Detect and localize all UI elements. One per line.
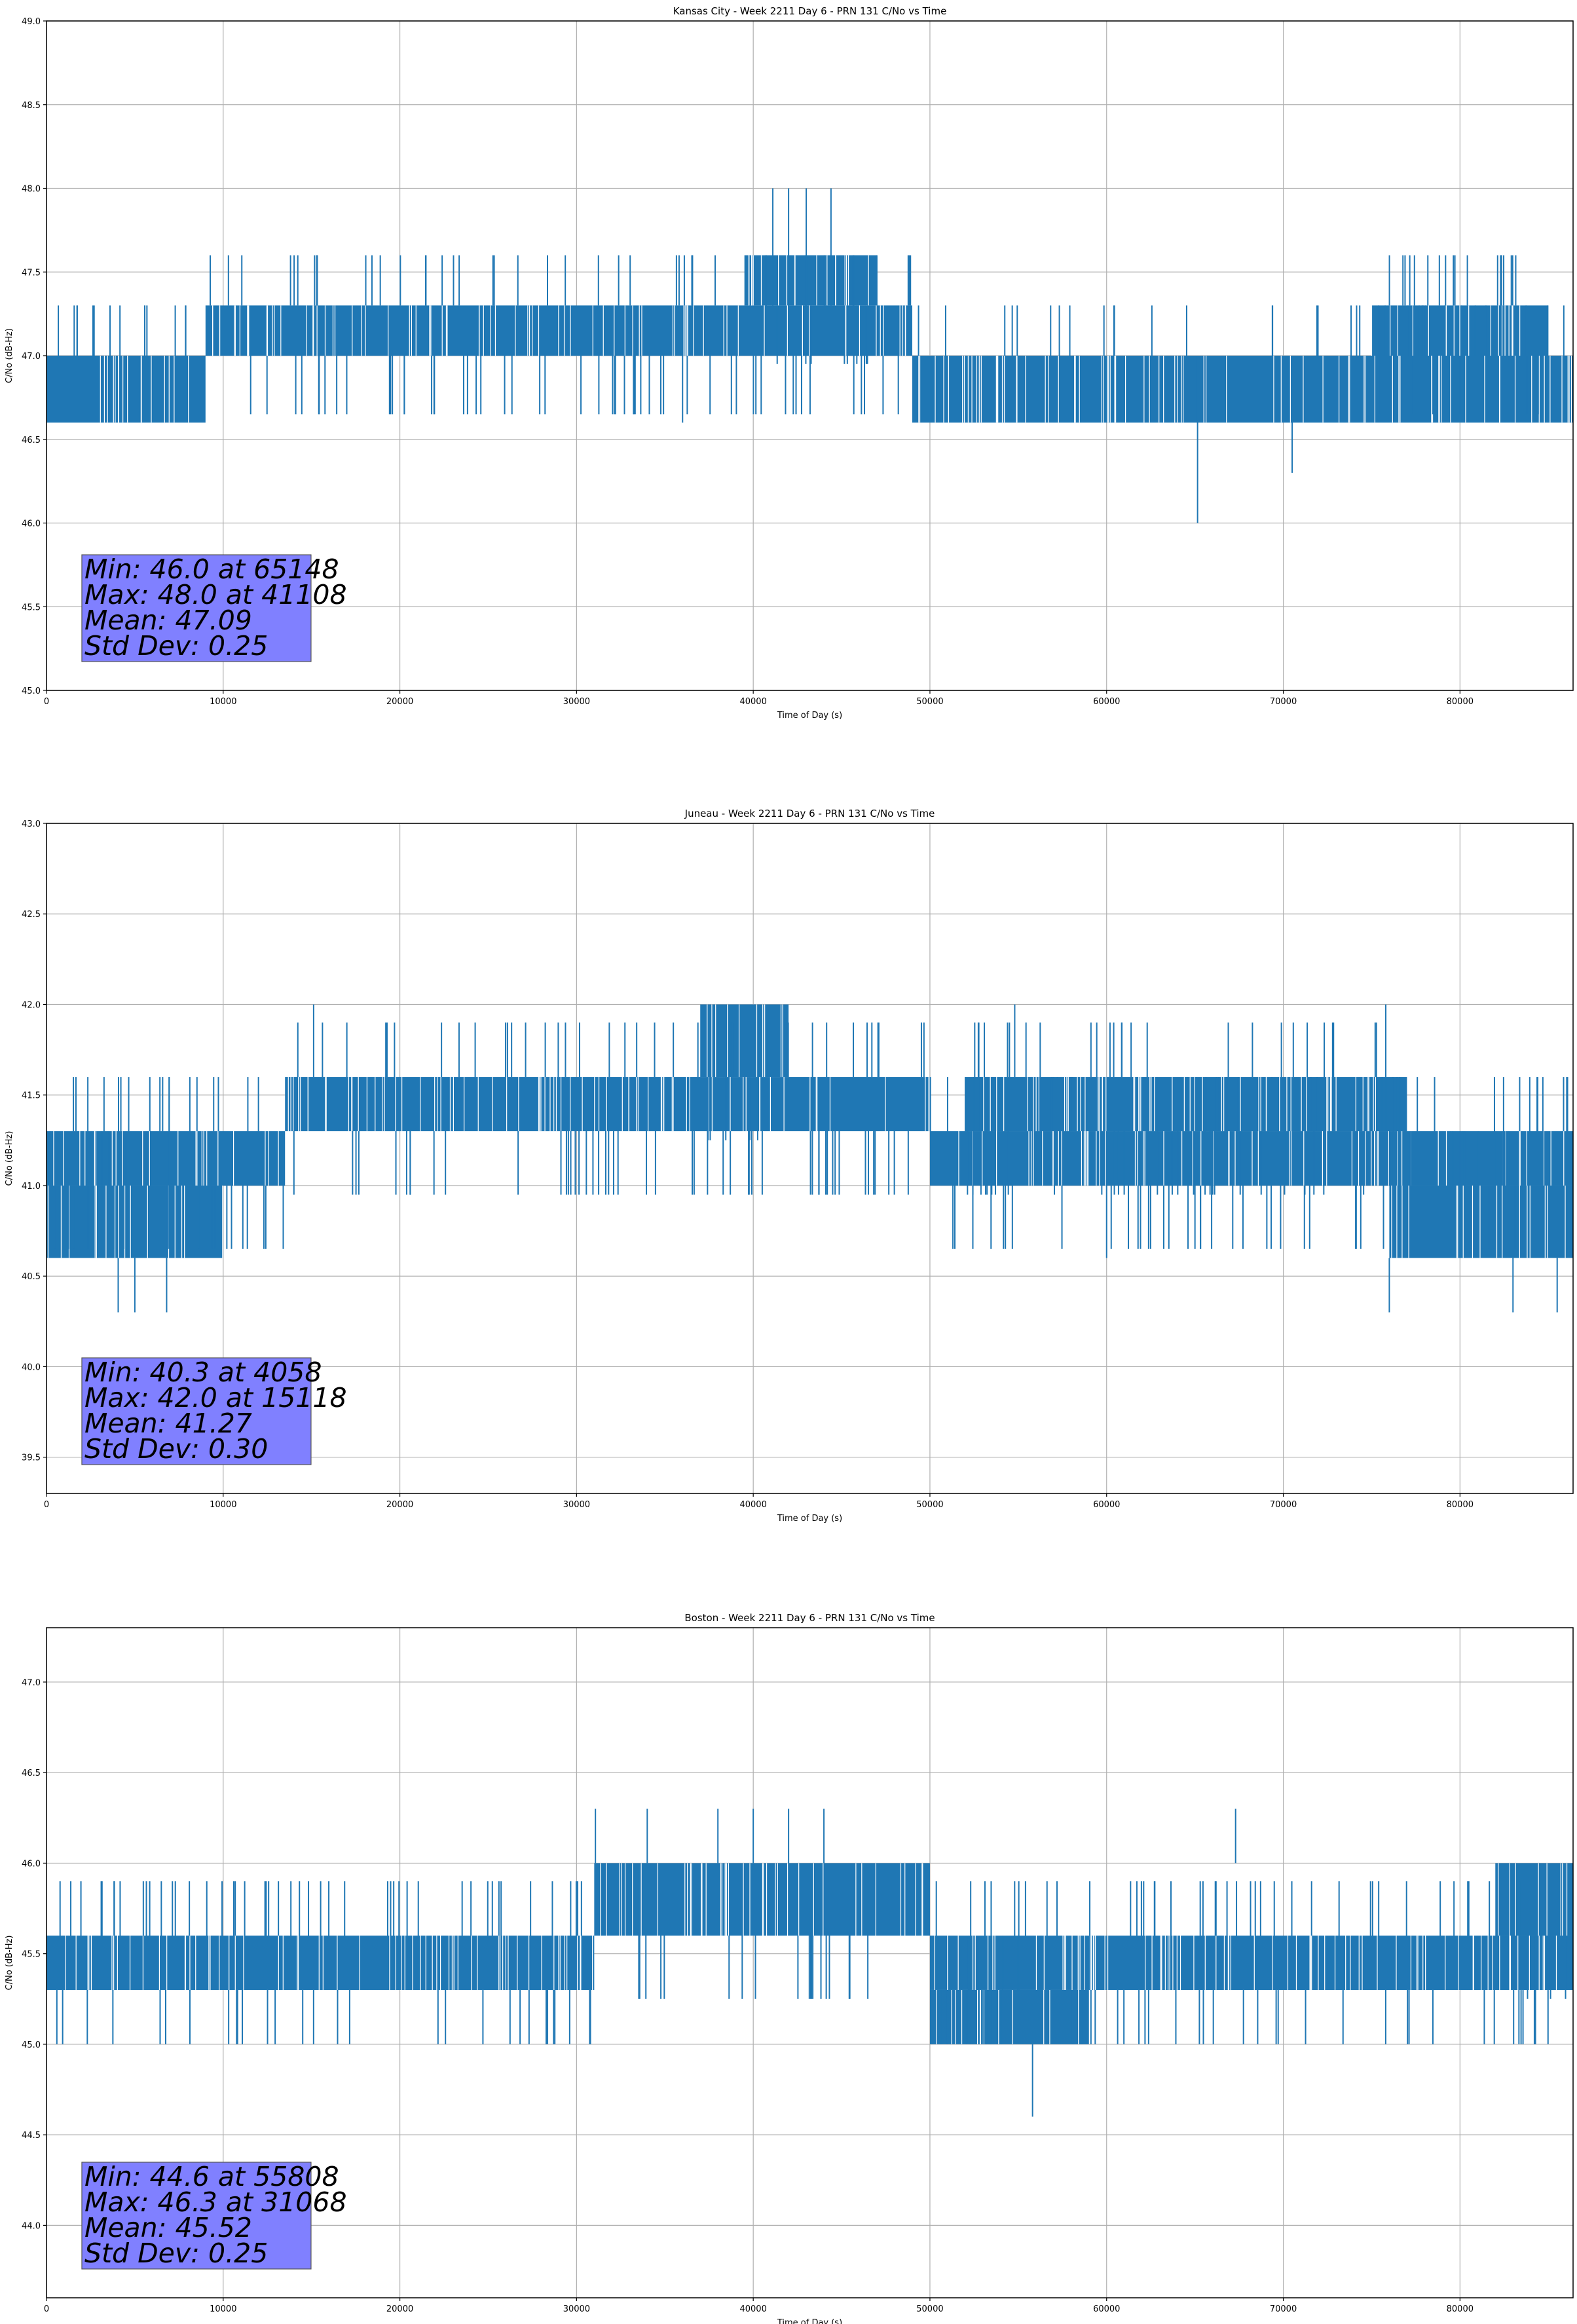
y-tick-label: 45.0 <box>22 686 41 696</box>
x-tick-label: 60000 <box>1093 697 1120 707</box>
x-tick-label: 80000 <box>1447 1500 1474 1510</box>
y-tick-label: 48.0 <box>22 185 41 195</box>
stats-box <box>81 2162 312 2270</box>
signal-band <box>46 1131 286 1186</box>
y-tick-label: 44.0 <box>22 2221 41 2231</box>
signal-band <box>744 255 878 306</box>
stats-line: Mean: 41.27 <box>84 1408 252 1439</box>
signal-band <box>46 1185 223 1258</box>
stats-line: Max: 48.0 at 41108 <box>84 579 347 610</box>
stats-line: Mean: 47.09 <box>84 605 252 636</box>
stats-line: Min: 46.0 at 65148 <box>84 553 339 585</box>
x-tick-label: 80000 <box>1447 2304 1474 2314</box>
signal-band <box>594 1863 930 1936</box>
y-tick-label: 48.5 <box>22 101 41 111</box>
chart-title: Kansas City - Week 2211 Day 6 - PRN 131 … <box>673 5 947 17</box>
y-tick-label: 44.5 <box>22 2131 41 2141</box>
signal-band <box>1495 1863 1573 1936</box>
y-tick-label: 42.5 <box>22 910 41 920</box>
x-tick-label: 70000 <box>1270 1500 1297 1510</box>
y-tick-label: 45.0 <box>22 2040 41 2050</box>
x-tick-label: 50000 <box>916 1500 943 1510</box>
y-tick-label: 45.5 <box>22 603 41 612</box>
x-tick-label: 40000 <box>739 2304 766 2314</box>
y-tick-label: 41.0 <box>22 1182 41 1191</box>
y-tick-label: 46.5 <box>22 436 41 445</box>
signal-band <box>929 1131 1573 1186</box>
y-tick-label: 46.0 <box>22 519 41 529</box>
x-axis-label: Time of Day (s) <box>777 711 842 721</box>
chart-panel-2: Juneau - Week 2211 Day 6 - PRN 131 C/No … <box>5 808 1574 1524</box>
signal-band <box>285 1077 930 1132</box>
signal-band <box>46 356 206 423</box>
x-tick-label: 60000 <box>1093 1500 1120 1510</box>
x-tick-label: 10000 <box>210 1500 236 1510</box>
x-tick-label: 10000 <box>210 697 236 707</box>
y-tick-label: 43.0 <box>22 819 41 829</box>
x-tick-label: 80000 <box>1447 697 1474 707</box>
y-axis-label: C/No (dB-Hz) <box>5 328 14 383</box>
chart-panel-1: Kansas City - Week 2211 Day 6 - PRN 131 … <box>5 5 1574 721</box>
x-tick-label: 0 <box>44 2304 49 2314</box>
stats-box <box>81 1357 312 1465</box>
axes-frame <box>46 1627 1574 2298</box>
stats-line: Std Dev: 0.30 <box>84 1433 268 1465</box>
signal-band <box>46 1936 595 1990</box>
x-tick-label: 40000 <box>739 697 766 707</box>
x-tick-label: 50000 <box>916 697 943 707</box>
x-tick-label: 70000 <box>1270 697 1297 707</box>
y-tick-label: 40.0 <box>22 1362 41 1372</box>
y-tick-label: 40.5 <box>22 1272 41 1282</box>
y-tick-label: 47.0 <box>22 1678 41 1688</box>
stats-line: Min: 44.6 at 55808 <box>84 2161 339 2192</box>
x-axis-label: Time of Day (s) <box>777 2318 842 2324</box>
signal-band <box>929 1989 1089 2044</box>
y-tick-label: 46.5 <box>22 1769 41 1778</box>
x-tick-label: 40000 <box>739 1500 766 1510</box>
data-series <box>46 188 1573 523</box>
y-tick-label: 45.5 <box>22 1950 41 1960</box>
stats-line: Std Dev: 0.25 <box>84 630 268 662</box>
x-tick-label: 20000 <box>386 697 413 707</box>
chart-panel-3: Boston - Week 2211 Day 6 - PRN 131 C/No … <box>5 1612 1574 2324</box>
signal-band <box>965 1077 1407 1132</box>
data-series <box>46 1809 1573 2117</box>
signal-band <box>1389 1185 1573 1258</box>
stats-line: Max: 46.3 at 31068 <box>84 2186 347 2218</box>
x-axis-label: Time of Day (s) <box>777 1514 842 1524</box>
axes-frame <box>46 823 1574 1494</box>
x-tick-label: 50000 <box>916 2304 943 2314</box>
y-tick-label: 42.0 <box>22 1000 41 1010</box>
y-tick-label: 47.0 <box>22 352 41 362</box>
x-tick-label: 10000 <box>210 2304 236 2314</box>
stats-line: Max: 42.0 at 15118 <box>84 1382 347 1414</box>
x-tick-label: 30000 <box>563 1500 590 1510</box>
y-tick-label: 41.5 <box>22 1091 41 1101</box>
x-tick-label: 0 <box>44 697 49 707</box>
y-axis-label: C/No (dB-Hz) <box>5 1131 14 1186</box>
stats-line: Min: 40.3 at 4058 <box>84 1357 322 1388</box>
y-tick-label: 49.0 <box>22 17 41 27</box>
x-tick-label: 20000 <box>386 1500 413 1510</box>
x-tick-label: 0 <box>44 1500 49 1510</box>
signal-band <box>929 1936 1573 1990</box>
stats-line: Mean: 45.52 <box>84 2212 252 2243</box>
y-tick-label: 39.5 <box>22 1453 41 1463</box>
data-series <box>46 1004 1573 1313</box>
y-tick-label: 47.5 <box>22 268 41 278</box>
y-tick-label: 46.0 <box>22 1859 41 1869</box>
signal-band <box>912 356 1573 423</box>
stats-line: Std Dev: 0.25 <box>84 2238 268 2269</box>
x-tick-label: 30000 <box>563 697 590 707</box>
x-tick-label: 60000 <box>1093 2304 1120 2314</box>
y-axis-label: C/No (dB-Hz) <box>5 1936 14 1991</box>
x-tick-label: 30000 <box>563 2304 590 2314</box>
x-tick-label: 70000 <box>1270 2304 1297 2314</box>
chart-title: Boston - Week 2211 Day 6 - PRN 131 C/No … <box>684 1612 935 1624</box>
chart-title: Juneau - Week 2211 Day 6 - PRN 131 C/No … <box>684 808 935 819</box>
stats-box <box>81 554 312 662</box>
signal-band <box>700 1004 789 1078</box>
x-tick-label: 20000 <box>386 2304 413 2314</box>
